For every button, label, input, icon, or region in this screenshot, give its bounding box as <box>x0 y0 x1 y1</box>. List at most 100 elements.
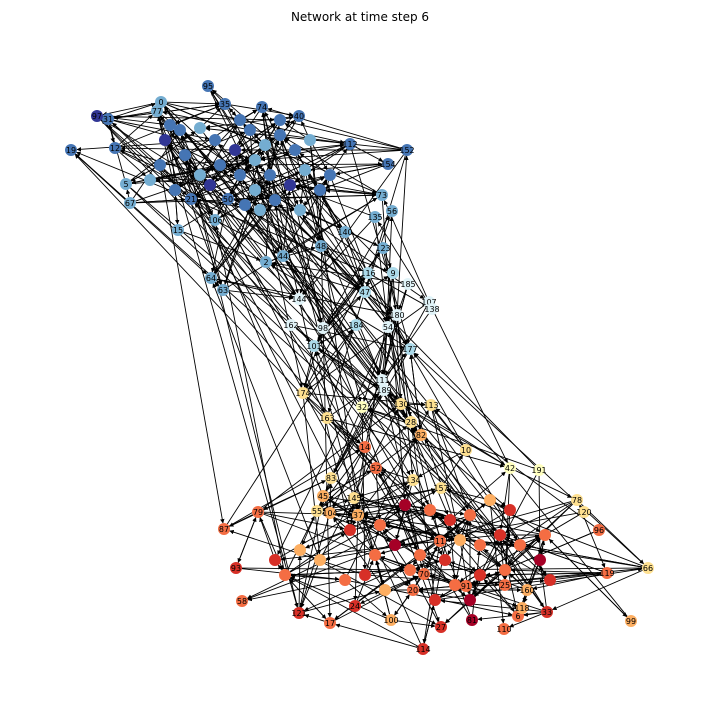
node-circle <box>593 524 605 536</box>
chart-title: Network at time step 6 <box>290 10 430 24</box>
node-label: 25 <box>500 581 510 590</box>
node-circle <box>151 105 163 117</box>
edge <box>302 221 372 295</box>
edge <box>388 332 445 555</box>
edge <box>333 394 382 474</box>
network-node: 100 <box>383 614 399 626</box>
network-node <box>379 584 391 596</box>
edge <box>76 139 210 152</box>
node-circle <box>474 569 486 581</box>
edge <box>335 623 418 648</box>
network-node: 91 <box>460 580 472 592</box>
edge <box>227 197 378 288</box>
edge <box>119 151 146 177</box>
network-node: 77 <box>151 105 163 117</box>
node-circle <box>179 149 191 161</box>
node-label: 119 <box>599 569 614 578</box>
edge <box>178 124 237 186</box>
edge <box>296 325 405 350</box>
node-circle <box>315 240 327 252</box>
node-circle <box>279 569 291 581</box>
node-label: 47 <box>360 288 370 297</box>
network-node: 87 <box>218 523 230 535</box>
node-circle <box>254 204 266 216</box>
node-label: 44 <box>278 252 288 261</box>
node-label: 157 <box>433 484 448 493</box>
node-label: 99 <box>626 617 636 626</box>
network-node <box>534 554 546 566</box>
node-circle <box>324 507 336 519</box>
edge <box>357 278 393 510</box>
network-node <box>474 539 486 551</box>
edge <box>422 546 440 644</box>
node-circle <box>109 142 121 154</box>
edge <box>247 194 253 201</box>
node-circle <box>172 224 184 236</box>
edge <box>396 155 409 310</box>
node-circle <box>350 319 362 331</box>
node-label: 56 <box>387 207 397 216</box>
node-circle <box>578 506 590 518</box>
node-circle <box>234 169 246 181</box>
edge <box>331 421 361 444</box>
node-circle <box>386 205 398 217</box>
node-label: 160 <box>519 586 534 595</box>
node-circle <box>317 490 329 502</box>
node-circle <box>274 129 286 141</box>
edge <box>267 107 402 149</box>
network-node: 48 <box>315 240 327 252</box>
edge <box>290 568 405 576</box>
node-circle <box>293 607 305 619</box>
network-node <box>449 579 461 591</box>
edge <box>184 133 425 299</box>
node-circle <box>285 319 297 331</box>
network-node <box>269 194 281 206</box>
edge <box>581 503 644 565</box>
edge <box>346 237 364 287</box>
network-node: 70 <box>418 568 430 580</box>
node-label: 121 <box>291 609 306 618</box>
node-circle <box>339 226 351 238</box>
edge <box>310 163 383 172</box>
edge <box>332 452 363 509</box>
node-label: 152 <box>399 146 414 155</box>
edge <box>461 520 469 535</box>
edge <box>113 102 156 118</box>
node-label: 70 <box>419 570 429 579</box>
edge <box>164 168 296 296</box>
edge <box>331 383 378 415</box>
edge <box>241 567 405 573</box>
network-node: 138 <box>424 303 440 315</box>
network-node <box>404 564 416 576</box>
edge <box>425 556 475 574</box>
network-node: 110 <box>496 623 512 635</box>
edge <box>509 613 542 628</box>
node-circle <box>264 169 276 181</box>
node-circle <box>404 564 416 576</box>
edge <box>247 516 465 600</box>
edge <box>353 520 359 601</box>
edge <box>261 180 270 205</box>
network-node <box>414 549 426 561</box>
node-circle <box>414 549 426 561</box>
edge <box>424 439 497 531</box>
node-label: 10 <box>461 446 471 455</box>
edge <box>102 102 156 117</box>
network-node: 98 <box>317 322 329 334</box>
edge <box>283 119 296 132</box>
network-node: 32 <box>356 401 368 413</box>
network-node: 111 <box>374 374 390 386</box>
network-node: 17 <box>324 617 336 629</box>
edge <box>363 509 425 517</box>
edge <box>367 409 416 433</box>
node-circle <box>339 574 351 586</box>
node-circle <box>344 138 356 150</box>
edge <box>307 305 425 390</box>
network-node: 52 <box>370 462 382 474</box>
edge <box>398 289 407 310</box>
node-label: 37 <box>353 511 363 520</box>
node-circle <box>294 204 306 216</box>
node-label: 163 <box>319 414 334 423</box>
edge <box>201 145 214 170</box>
node-circle <box>541 606 553 618</box>
